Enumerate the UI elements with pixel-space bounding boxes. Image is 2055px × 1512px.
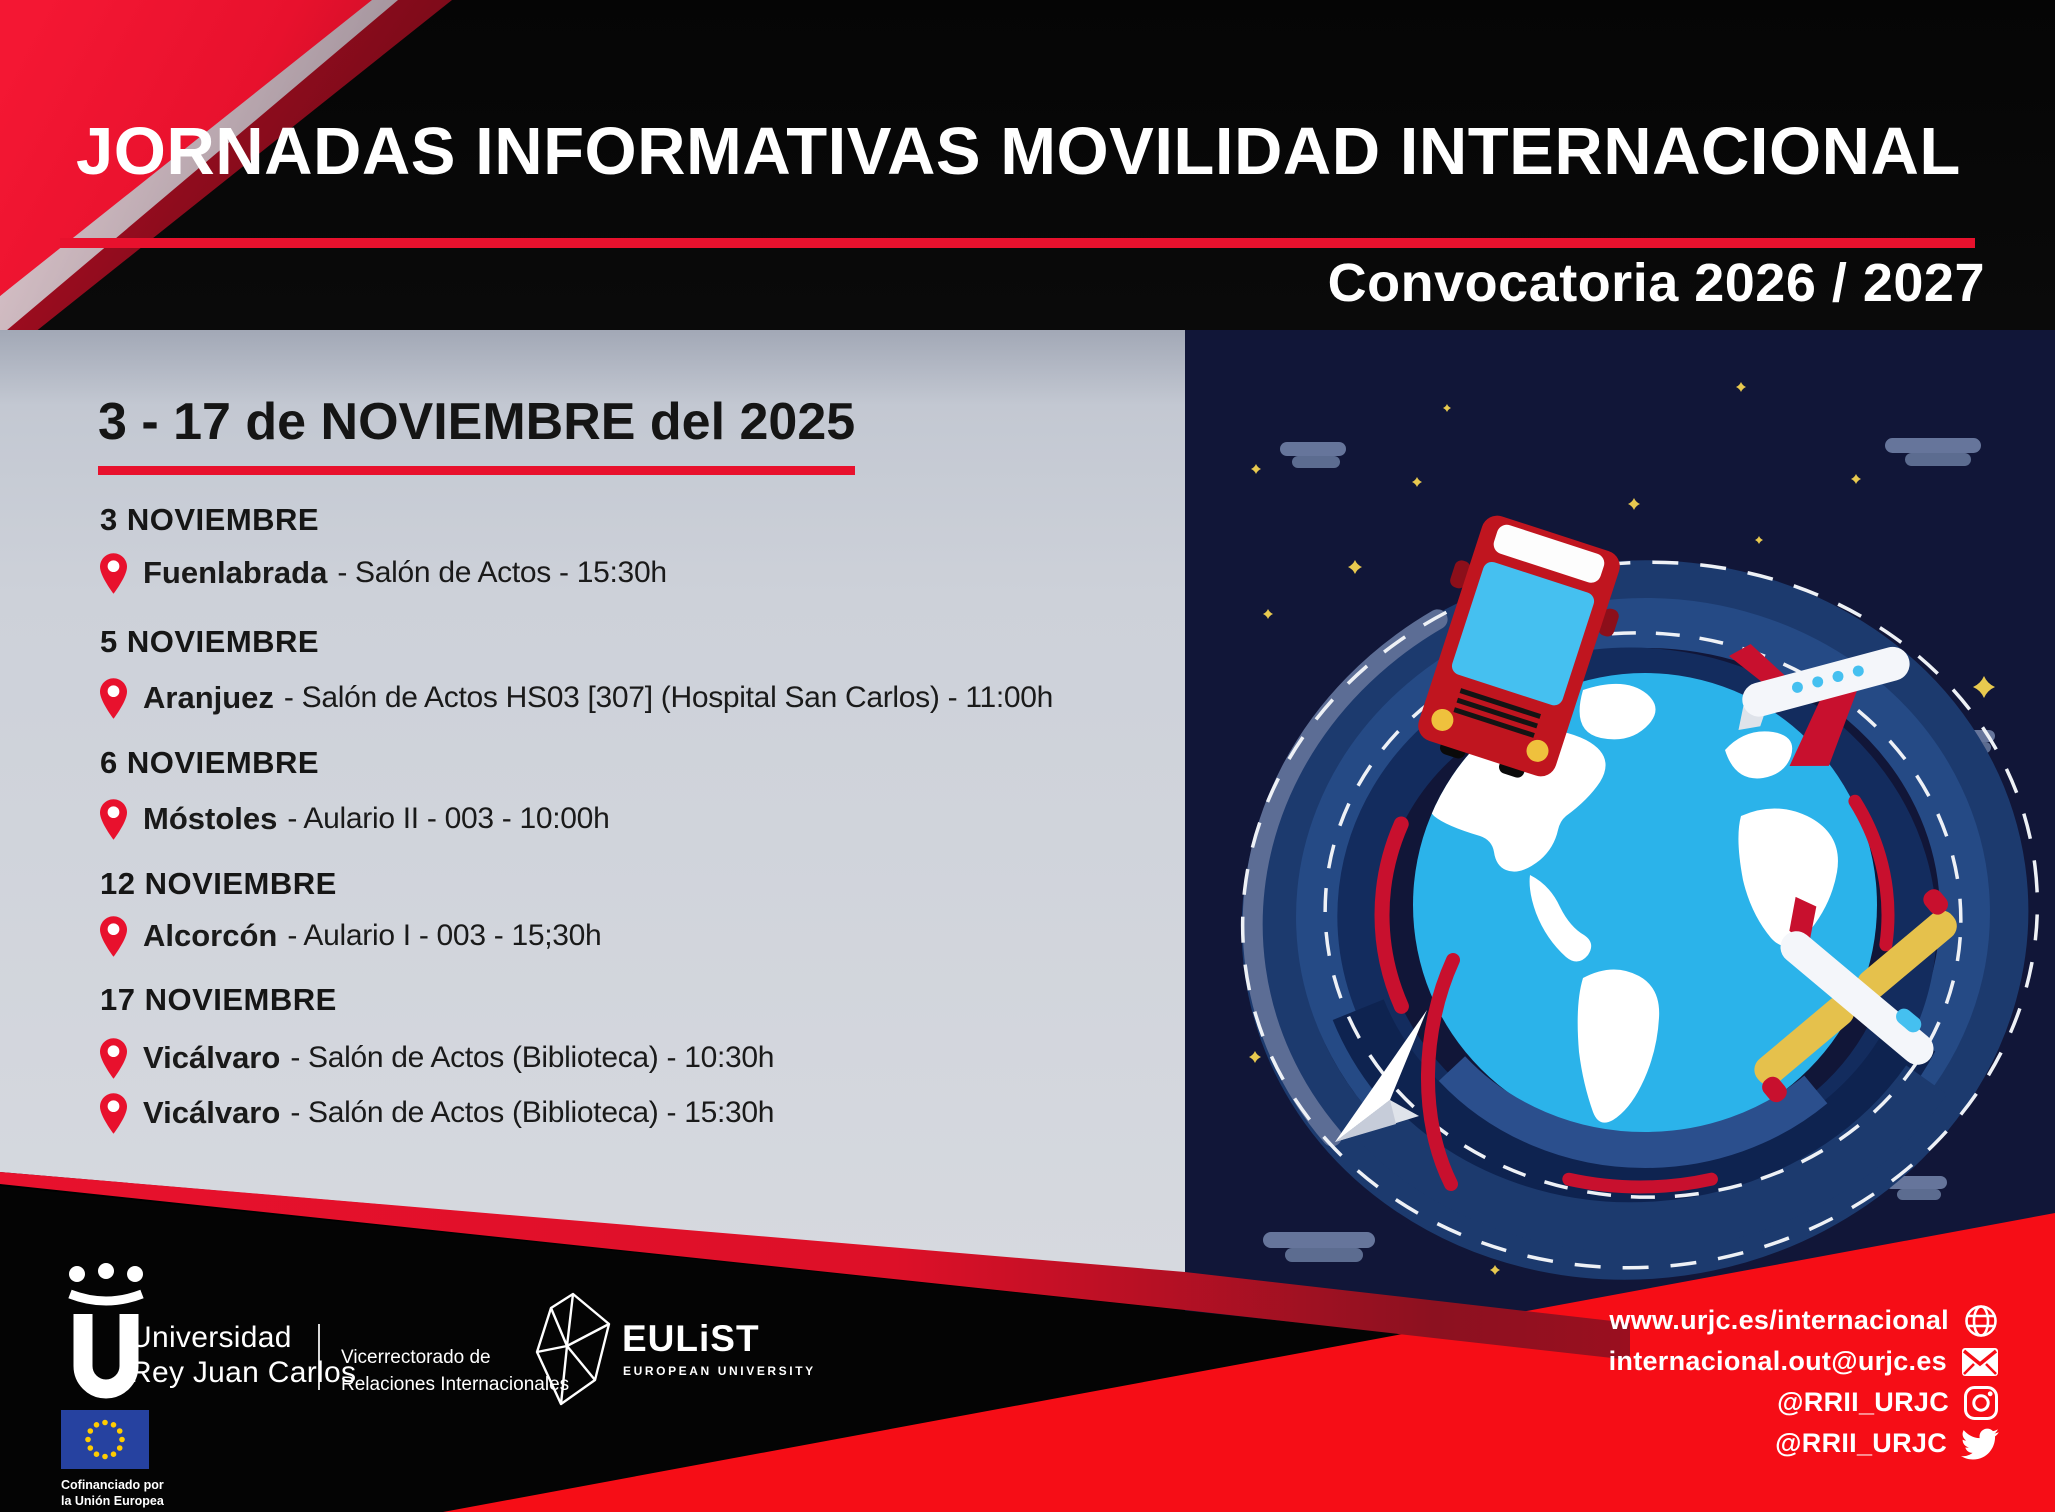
location-pin-icon	[100, 552, 127, 594]
location-pin-icon	[100, 677, 127, 719]
schedule-panel: 3 - 17 de NOVIEMBRE del 2025 3 NOVIEMBRE…	[0, 330, 1185, 1273]
event-row: Fuenlabrada - Salón de Actos - 15:30h	[100, 552, 667, 594]
website-url: www.urjc.es/internacional	[1609, 1305, 1949, 1335]
paper-plane-icon	[1335, 1010, 1427, 1142]
event-date: 5 NOVIEMBRE	[100, 624, 320, 659]
mail-icon	[1962, 1347, 1998, 1376]
website-row: www.urjc.es/internacional	[1359, 1300, 1999, 1341]
contact-list: www.urjc.es/internacional internacional.…	[1359, 1300, 1999, 1464]
event-location: Vicálvaro	[143, 1095, 281, 1130]
eulist-logo	[535, 1292, 611, 1406]
event-row: Alcorcón - Aulario I - 003 - 15;30h	[100, 915, 602, 957]
event-location: Aranjuez	[143, 680, 274, 715]
eulist-subtitle: EUROPEAN UNIVERSITY	[623, 1364, 816, 1378]
airplane-icon	[1754, 889, 1957, 1103]
page-title: JORNADAS INFORMATIVAS MOVILIDAD INTERNAC…	[76, 114, 1961, 189]
event-date: 3 NOVIEMBRE	[100, 502, 320, 537]
twitter-icon	[1961, 1428, 1999, 1460]
instagram-handle: @RRII_URJC	[1777, 1387, 1949, 1417]
location-pin-icon	[100, 1037, 127, 1079]
eu-funding-caption: Cofinanciado por la Unión Europea	[61, 1477, 164, 1509]
title-underline	[60, 238, 1975, 248]
header-band: JORNADAS INFORMATIVAS MOVILIDAD INTERNAC…	[0, 0, 2055, 360]
event-location: Alcorcón	[143, 918, 278, 953]
event-info: - Salón de Actos - 15:30h	[337, 556, 667, 589]
department-line2: Relaciones Internacionales	[341, 1374, 570, 1395]
university-line2: Rey Juan Carlos	[130, 1356, 357, 1389]
location-pin-icon	[100, 1092, 127, 1134]
twitter-row: @RRII_URJC	[1359, 1423, 1999, 1464]
event-date: 12 NOVIEMBRE	[100, 866, 337, 901]
university-line1: Universidad	[130, 1321, 292, 1354]
event-info: - Salón de Actos HS03 [307] (Hospital Sa…	[283, 681, 1054, 714]
event-row: Vicálvaro - Salón de Actos (Biblioteca) …	[100, 1092, 775, 1134]
orbit-swirl-front	[1267, 577, 2007, 1253]
red-swoosh	[1421, 953, 1460, 1191]
event-date: 17 NOVIEMBRE	[100, 982, 337, 1017]
globe-icon	[1965, 1304, 1997, 1337]
email-row: internacional.out@urjc.es	[1359, 1341, 1999, 1382]
event-info: - Aulario I - 003 - 15;30h	[287, 919, 602, 952]
location-pin-icon	[100, 915, 127, 957]
eu-caption-line1: Cofinanciado por	[61, 1478, 164, 1492]
schedule-heading: 3 - 17 de NOVIEMBRE del 2025	[98, 393, 856, 451]
instagram-icon	[1964, 1385, 1998, 1420]
event-info: - Salón de Actos (Biblioteca) - 10:30h	[290, 1041, 775, 1074]
email-address: internacional.out@urjc.es	[1608, 1346, 1947, 1376]
location-pin-icon	[100, 798, 127, 840]
event-row: Aranjuez - Salón de Actos HS03 [307] (Ho…	[100, 677, 1053, 719]
event-row: Móstoles - Aulario II - 003 - 10:00h	[100, 798, 610, 840]
eulist-name: EULiST	[622, 1318, 760, 1359]
event-row: Vicálvaro - Salón de Actos (Biblioteca) …	[100, 1037, 775, 1079]
university-name: Universidad Rey Juan Carlos	[130, 1320, 356, 1390]
event-info: - Salón de Actos (Biblioteca) - 15:30h	[290, 1096, 775, 1129]
event-location: Fuenlabrada	[143, 555, 328, 590]
twitter-handle: @RRII_URJC	[1775, 1428, 1947, 1458]
department-name: Vicerrectorado de Relaciones Internacion…	[341, 1344, 569, 1398]
dashed-orbits	[1240, 560, 2040, 1270]
instagram-row: @RRII_URJC	[1359, 1382, 1999, 1423]
convocatoria-subtitle: Convocatoria 2026 / 2027	[1327, 253, 1985, 313]
event-info: - Aulario II - 003 - 10:00h	[287, 802, 610, 835]
bus-illustration	[1418, 515, 1620, 778]
event-location: Móstoles	[143, 801, 278, 836]
footer-divider	[318, 1324, 320, 1390]
department-line1: Vicerrectorado de	[341, 1347, 491, 1368]
eu-caption-line2: la Unión Europea	[61, 1494, 164, 1508]
urjc-logo	[68, 1263, 144, 1399]
schedule-heading-underline	[98, 466, 855, 475]
event-location: Vicálvaro	[143, 1040, 281, 1075]
eu-flag	[61, 1410, 149, 1469]
event-date: 6 NOVIEMBRE	[100, 745, 320, 780]
airplane-icon	[1728, 643, 1910, 767]
